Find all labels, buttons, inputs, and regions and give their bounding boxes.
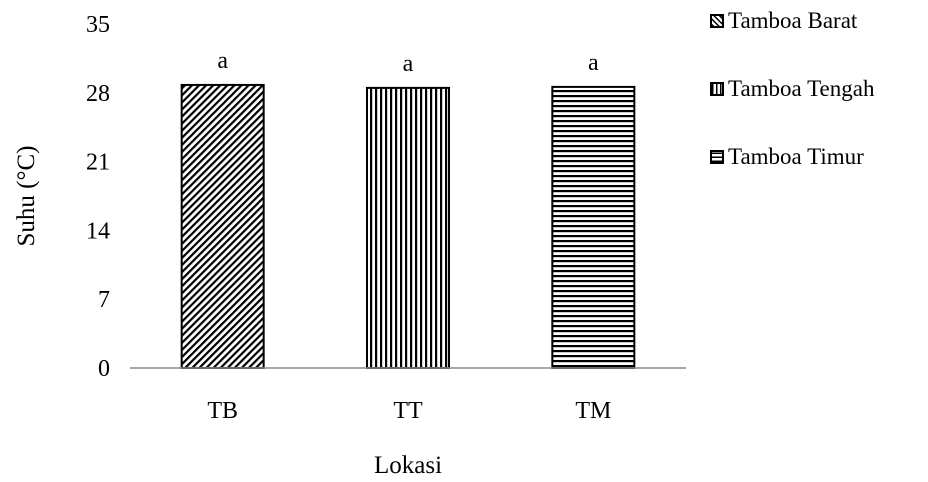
y-axis-ticks: 0 7 14 21 28 35 bbox=[86, 12, 110, 382]
bar-tm bbox=[551, 85, 636, 369]
horizontal-pattern-swatch-icon bbox=[710, 150, 724, 164]
legend-label: Tamboa Timur bbox=[728, 144, 864, 169]
x-tick-label: TB bbox=[207, 398, 238, 424]
y-tick-label: 0 bbox=[98, 356, 110, 382]
legend-item-tamboa-tengah: Tamboa Tengah bbox=[710, 74, 925, 104]
vertical-pattern-swatch-icon bbox=[710, 82, 724, 96]
bar-data-label: a bbox=[403, 51, 414, 77]
x-tick-label: TT bbox=[393, 398, 423, 424]
y-tick-label: 21 bbox=[86, 150, 110, 176]
x-axis-title: Lokasi bbox=[374, 452, 442, 477]
bar-tb bbox=[180, 83, 265, 370]
legend-label: Tamboa Barat bbox=[728, 8, 858, 33]
legend-item-tamboa-barat: Tamboa Barat bbox=[710, 6, 925, 36]
bar-data-label: a bbox=[588, 50, 599, 76]
bar-tt bbox=[366, 86, 450, 369]
x-axis-ticks: TB TT TM bbox=[207, 398, 611, 424]
y-tick-label: 7 bbox=[98, 287, 110, 313]
y-tick-label: 14 bbox=[86, 218, 110, 244]
legend: Tamboa Barat Tamboa Tengah Tamboa Timur bbox=[710, 6, 925, 210]
y-tick-label: 28 bbox=[86, 81, 110, 107]
legend-item-tamboa-timur: Tamboa Timur bbox=[710, 142, 925, 172]
bar-data-label: a bbox=[217, 48, 228, 74]
y-tick-label: 35 bbox=[86, 12, 110, 38]
legend-label: Tamboa Tengah bbox=[728, 76, 875, 101]
y-axis-title: Suhu (°C) bbox=[13, 146, 40, 247]
x-tick-label: TM bbox=[575, 398, 611, 424]
diagonal-pattern-swatch-icon bbox=[710, 14, 724, 28]
